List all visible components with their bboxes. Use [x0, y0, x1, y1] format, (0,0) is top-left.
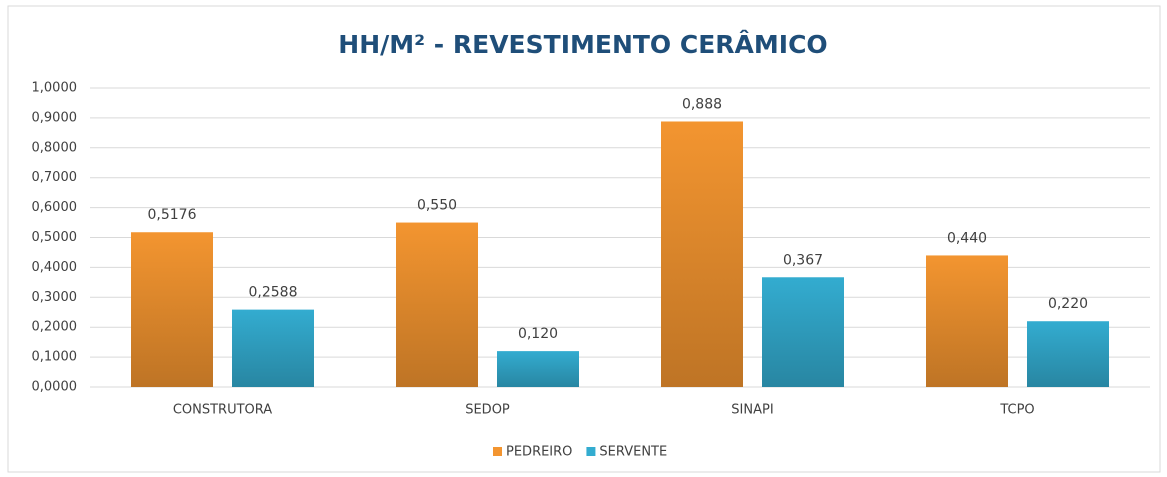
bar [1027, 321, 1109, 387]
value-label: 0,440 [947, 230, 987, 246]
y-tick-label: 0,9000 [32, 110, 78, 125]
y-tick-label: 0,5000 [32, 230, 78, 245]
y-tick-label: 0,8000 [32, 140, 78, 155]
y-tick-label: 0,1000 [32, 350, 78, 365]
y-tick-label: 0,2000 [32, 320, 78, 335]
bar [661, 121, 743, 387]
x-tick-label: CONSTRUTORA [173, 403, 272, 418]
y-tick-label: 0,7000 [32, 170, 78, 185]
y-tick-label: 0,4000 [32, 260, 78, 275]
legend-label: SERVENTE [599, 445, 667, 460]
bar [926, 255, 1008, 387]
bar [497, 351, 579, 387]
legend-swatch [493, 447, 502, 456]
bar [232, 309, 314, 387]
y-tick-label: 1,0000 [32, 81, 78, 96]
y-tick-label: 0,0000 [32, 380, 78, 395]
value-label: 0,5176 [148, 207, 197, 223]
legend-swatch [586, 447, 596, 456]
value-label: 0,550 [417, 198, 457, 214]
value-label: 0,888 [682, 96, 722, 112]
legend-label: PEDREIRO [506, 445, 572, 460]
bar [131, 232, 213, 387]
value-label: 0,2588 [249, 285, 298, 301]
value-label: 0,120 [518, 326, 558, 342]
y-tick-label: 0,6000 [32, 200, 78, 215]
x-tick-label: SEDOP [465, 403, 510, 418]
x-tick-label: SINAPI [731, 403, 773, 418]
bar [762, 277, 844, 387]
bar [396, 222, 478, 387]
value-label: 0,367 [783, 252, 823, 268]
x-tick-label: TCPO [999, 403, 1034, 418]
y-tick-label: 0,3000 [32, 290, 78, 305]
chart-title: HH/M² - REVESTIMENTO CERÂMICO [338, 30, 827, 59]
value-label: 0,220 [1048, 296, 1088, 312]
